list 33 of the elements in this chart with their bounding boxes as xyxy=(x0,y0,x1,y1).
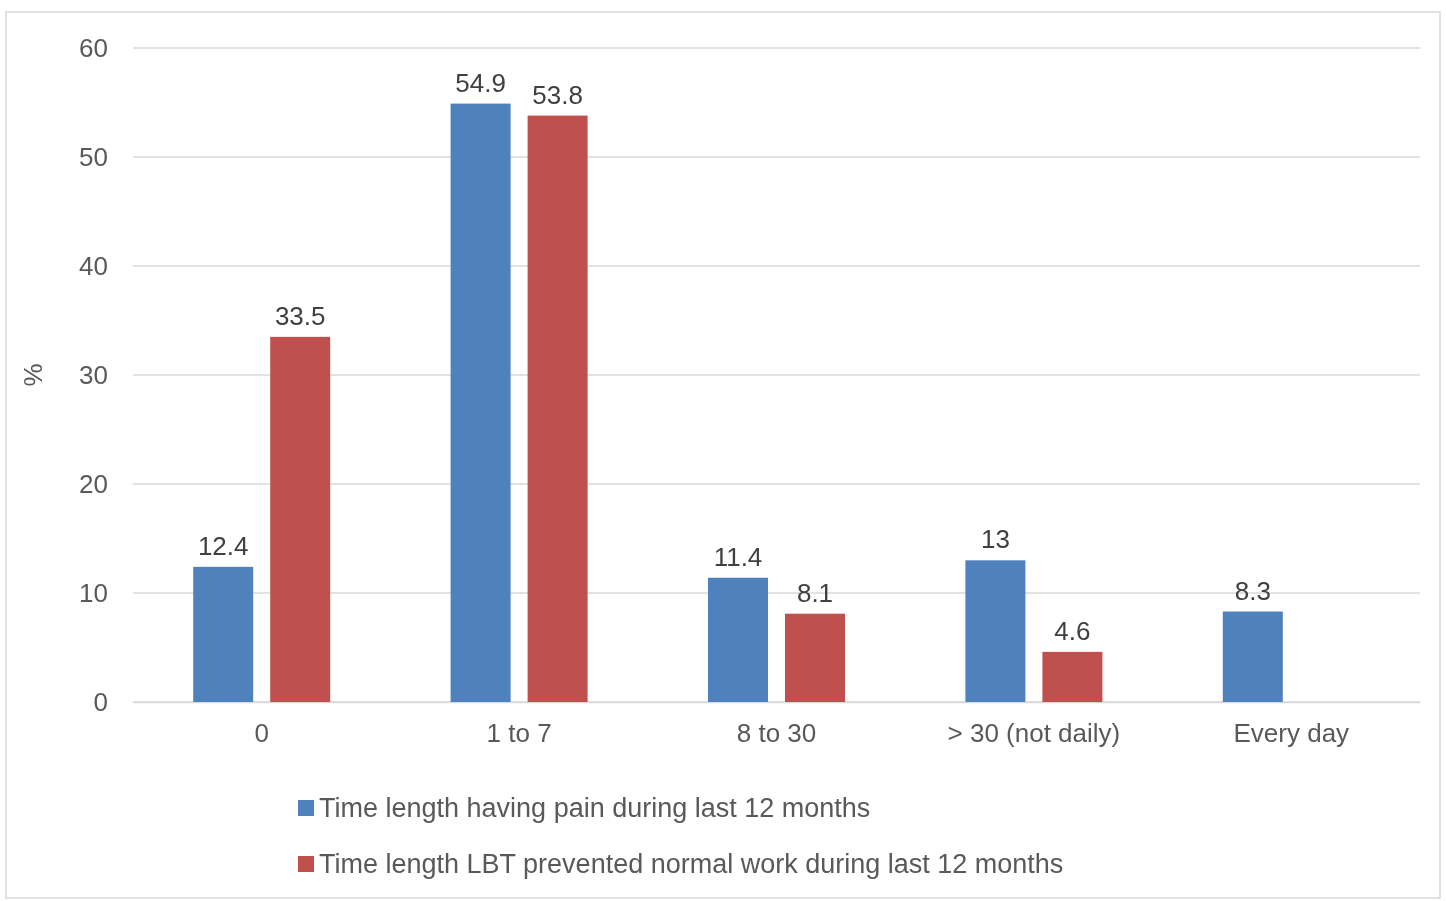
bar xyxy=(193,566,254,702)
data-label: 33.5 xyxy=(274,300,326,331)
legend-label: Time length LBT prevented normal work during last 12 months xyxy=(319,849,1064,879)
bar xyxy=(527,115,588,702)
data-label: 12.4 xyxy=(197,530,249,561)
y-tick-label: 30 xyxy=(79,359,108,390)
bar xyxy=(1222,611,1283,702)
bar xyxy=(450,103,511,702)
legend-label: Time length having pain during last 12 months xyxy=(319,793,871,823)
x-tick-label: 0 xyxy=(254,718,269,749)
y-axis-title: % xyxy=(18,363,48,387)
x-tick-label: > 30 (not daily) xyxy=(947,718,1121,749)
data-label: 8.3 xyxy=(1234,575,1271,606)
data-label: 8.1 xyxy=(796,577,834,608)
bar xyxy=(965,560,1026,702)
data-label: 13 xyxy=(980,524,1010,555)
y-tick-label: 10 xyxy=(79,577,108,608)
data-label: 11.4 xyxy=(713,541,763,572)
data-label: 53.8 xyxy=(532,79,583,110)
x-tick-label: Every day xyxy=(1233,718,1350,749)
x-tick-label: 8 to 30 xyxy=(736,718,817,749)
y-tick-label: 60 xyxy=(79,32,108,63)
data-label: 54.9 xyxy=(455,67,506,98)
bar xyxy=(785,613,845,702)
data-label: 4.6 xyxy=(1054,615,1091,646)
x-tick-label: 1 to 7 xyxy=(486,718,552,749)
bar xyxy=(270,336,331,702)
y-tick-label: 50 xyxy=(79,141,108,172)
y-tick-label: 0 xyxy=(93,686,108,717)
bar xyxy=(1042,651,1103,702)
y-tick-label: 20 xyxy=(79,468,108,499)
bar xyxy=(708,577,768,702)
y-tick-label: 40 xyxy=(79,250,108,281)
